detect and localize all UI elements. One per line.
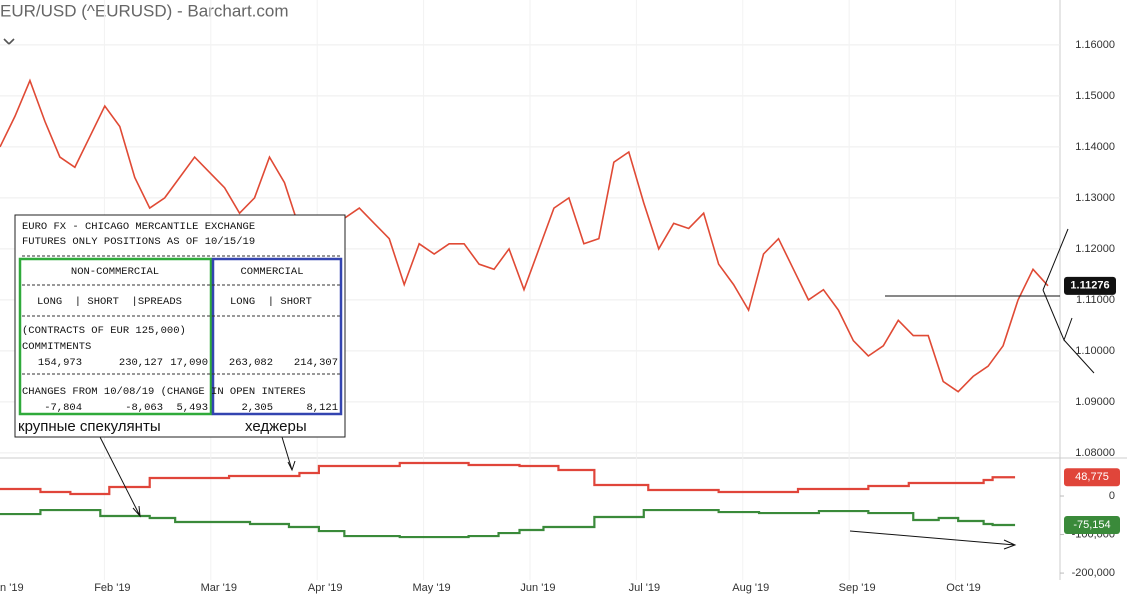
y-tick-label: 1.12000: [1075, 243, 1115, 255]
cell: 17,090: [170, 357, 208, 369]
y-tick-label: -200,000: [1072, 567, 1115, 579]
x-tick-label: Apr '19: [308, 582, 343, 594]
column-header: LONG | SHORT |SPREADS: [37, 296, 182, 308]
cot-box-frame: [14, 214, 346, 438]
value-tag: [1064, 515, 1120, 534]
cot-line: [0, 508, 1016, 539]
y-tick-label: 1.16000: [1075, 39, 1115, 51]
row-label: COMMITMENTS: [22, 341, 91, 353]
y-tick-label: 1.15000: [1075, 90, 1115, 102]
value-tag-label: 48,775: [1075, 471, 1109, 483]
x-tick-label: Aug '19: [732, 582, 769, 594]
price-line: [0, 78, 1049, 393]
y-tick-label: 1.11000: [1076, 294, 1115, 306]
cell: 154,973: [38, 357, 82, 369]
collapse-icon[interactable]: [3, 38, 15, 46]
y-tick-label: 1.13000: [1075, 192, 1115, 204]
y-tick-label: 1.14000: [1075, 141, 1115, 153]
annotations: [99, 228, 1095, 550]
y-tick-label: 1.10000: [1075, 345, 1115, 357]
group-label: NON-COMMERCIAL: [71, 266, 159, 278]
note: крупные спекулянты: [18, 418, 161, 435]
chart-title: EUR/USD (^EURUSD) - Barchart.com: [0, 1, 289, 20]
cot-line: EURO FX - CHICAGO MERCANTILE EXCHANGE: [22, 221, 255, 233]
price-tag: [1064, 276, 1116, 295]
noncommercial-frame: [18, 257, 213, 416]
cot-line: [0, 461, 1016, 496]
x-tick-label: Mar '19: [201, 582, 237, 594]
column-header: LONG | SHORT: [230, 296, 312, 308]
row-label: CHANGES FROM 10/08/19 (CHANGE IN OPEN IN…: [22, 386, 306, 398]
cell: 8,121: [306, 402, 338, 414]
x-tick-label: Oct '19: [946, 582, 981, 594]
cot-box: EURO FX - CHICAGO MERCANTILE EXCHANGE FU…: [14, 214, 346, 438]
x-tick-label: Sep '19: [839, 582, 876, 594]
commercial-frame: [211, 257, 343, 416]
x-tick-label: Jul '19: [629, 582, 660, 594]
x-tick-label: Feb '19: [94, 582, 130, 594]
group-label: COMMERCIAL: [240, 266, 303, 278]
value-tag: [1064, 468, 1120, 487]
cell: -8,063: [125, 402, 163, 414]
note: хеджеры: [245, 418, 307, 435]
contracts-note: (CONTRACTS OF EUR 125,000): [22, 325, 186, 337]
x-tick-label: Jan '19: [0, 582, 24, 594]
cell: 263,082: [229, 357, 273, 369]
cell: -7,804: [44, 402, 82, 414]
x-tick-label: Jun '19: [520, 582, 555, 594]
value-tag-label: -75,154: [1073, 519, 1110, 531]
cell: 214,307: [294, 357, 338, 369]
cell: 5,493: [176, 402, 208, 414]
cot-line: FUTURES ONLY POSITIONS AS OF 10/15/19: [22, 236, 255, 248]
y-tick-label: 0: [1109, 490, 1115, 502]
y-tick-label: 1.09000: [1075, 396, 1115, 408]
price-tag-label: 1.11276: [1070, 280, 1109, 292]
dash-rules: [22, 255, 340, 375]
cell: 230,127: [119, 357, 163, 369]
y-tick-label: 1.08000: [1075, 447, 1115, 459]
x-tick-label: May '19: [412, 582, 450, 594]
cell: 2,305: [241, 402, 273, 414]
